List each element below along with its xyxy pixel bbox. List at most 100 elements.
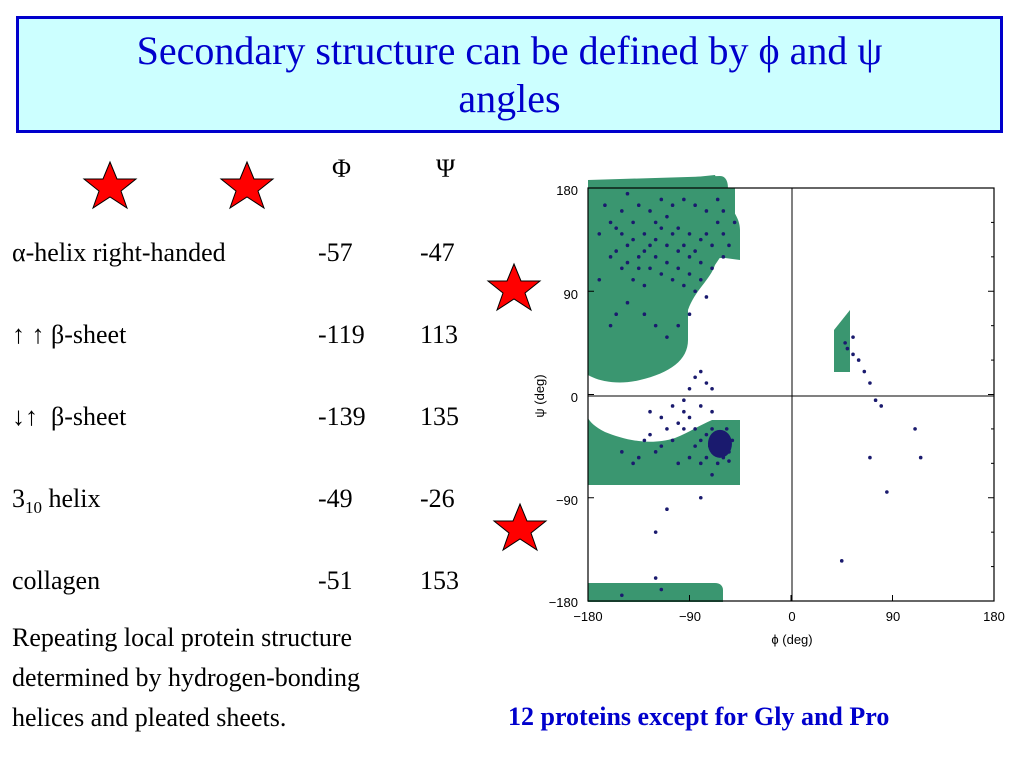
data-point — [653, 450, 658, 454]
data-point — [698, 277, 703, 282]
data-point — [704, 295, 709, 299]
data-point — [698, 237, 703, 242]
row-psi-value: 113 — [420, 320, 459, 349]
data-point — [636, 266, 641, 271]
data-point — [665, 243, 669, 248]
star-icon — [219, 160, 275, 210]
data-point — [710, 409, 714, 414]
allowed-regions — [588, 175, 850, 602]
row-label-collagen: collagen — [12, 566, 101, 595]
data-point — [659, 587, 664, 592]
data-point — [608, 323, 613, 328]
data-point — [856, 358, 861, 362]
data-point — [843, 341, 847, 345]
data-point — [665, 427, 669, 431]
data-point — [670, 404, 675, 408]
data-point — [614, 312, 618, 316]
data-point — [693, 203, 697, 208]
data-point — [636, 203, 641, 208]
data-point — [710, 243, 714, 248]
data-point — [687, 272, 692, 276]
data-point — [659, 272, 664, 276]
y-tick-label: −90 — [556, 493, 578, 508]
data-point — [721, 255, 726, 259]
data-point — [704, 209, 709, 213]
data-point — [687, 232, 692, 236]
data-point — [648, 432, 652, 437]
data-point — [727, 459, 731, 463]
data-point — [653, 323, 658, 328]
y-axis-label: ψ (deg) — [532, 374, 547, 417]
data-point — [721, 232, 726, 236]
star-icon — [82, 160, 138, 210]
data-point — [845, 346, 850, 351]
data-point — [603, 203, 607, 208]
data-point — [631, 461, 635, 466]
data-point — [642, 438, 647, 443]
row-psi-value: 153 — [420, 566, 459, 595]
data-point — [665, 260, 669, 265]
data-point — [636, 255, 641, 259]
data-point — [687, 255, 692, 259]
data-point — [704, 381, 709, 385]
data-point — [625, 243, 630, 248]
row-label-antiparallel-beta: ↓↑ β-sheet — [12, 402, 127, 431]
data-point — [620, 593, 624, 598]
data-point — [642, 232, 647, 236]
data-point — [682, 197, 686, 202]
data-point — [704, 432, 709, 437]
row-phi-value: -57 — [318, 238, 353, 267]
data-point — [682, 283, 686, 288]
data-point — [682, 398, 686, 403]
data-point — [676, 461, 681, 466]
data-point — [614, 249, 618, 253]
data-point — [698, 461, 703, 466]
star-icon — [492, 502, 548, 552]
row-label-310-helix: 310 helix — [12, 484, 101, 518]
data-point — [710, 266, 714, 271]
data-point — [693, 249, 697, 253]
data-point — [625, 260, 630, 265]
data-point — [620, 232, 624, 236]
alpha-region — [588, 418, 740, 485]
data-point — [704, 455, 709, 460]
data-point — [659, 415, 664, 420]
data-points — [597, 191, 923, 598]
data-point — [676, 323, 681, 328]
data-point — [653, 237, 658, 242]
data-point — [665, 214, 669, 219]
header-phi: Φ — [332, 154, 352, 183]
row-phi-value: -49 — [318, 484, 353, 513]
y-tick-label: −180 — [549, 595, 578, 610]
left-helix-region — [834, 310, 850, 372]
data-point — [721, 209, 726, 213]
data-point — [676, 266, 681, 271]
data-point — [687, 312, 692, 316]
data-point — [676, 226, 681, 230]
bottom-strip-region — [588, 583, 723, 602]
title-line-1: Secondary structure can be defined by ϕ … — [136, 27, 883, 73]
data-point — [868, 455, 872, 460]
data-point — [676, 249, 681, 253]
data-point — [873, 398, 878, 403]
data-point — [670, 438, 675, 443]
data-point — [862, 369, 867, 374]
data-point — [670, 277, 675, 282]
data-point — [687, 386, 692, 391]
plot-caption: 12 proteins except for Gly and Pro — [508, 702, 890, 731]
data-point — [698, 495, 703, 500]
y-tick-label: 0 — [571, 390, 578, 405]
data-point — [653, 530, 658, 534]
data-point — [704, 232, 709, 236]
star-icon — [486, 262, 542, 312]
slide-title: Secondary structure can be defined by ϕ … — [137, 27, 883, 123]
data-point — [597, 277, 602, 282]
data-point — [653, 220, 658, 225]
data-point — [659, 226, 664, 230]
data-point — [648, 266, 652, 271]
data-point — [620, 266, 624, 271]
data-point — [597, 232, 602, 236]
data-point — [851, 335, 855, 339]
data-point — [653, 255, 658, 259]
data-point — [653, 576, 658, 580]
